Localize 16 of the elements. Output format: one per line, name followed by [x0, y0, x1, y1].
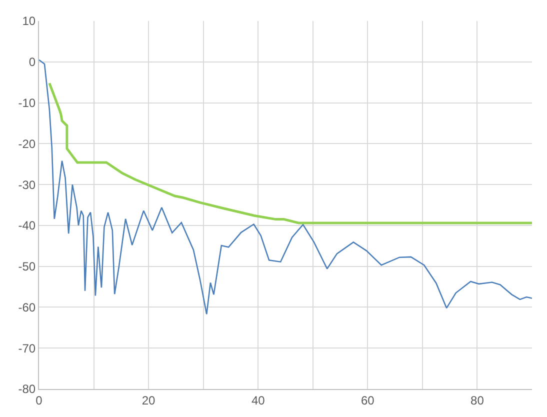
y-tick-label: -80 — [18, 382, 36, 396]
y-tick-label: -70 — [18, 341, 36, 356]
x-tick-label: 60 — [360, 393, 375, 408]
y-tick-label: 0 — [28, 55, 36, 70]
y-tick-label: -10 — [18, 96, 36, 110]
y-tick-label: -60 — [18, 300, 36, 314]
x-tick-label: 20 — [142, 393, 156, 408]
y-tick-label: -20 — [18, 136, 36, 151]
y-tick-label: -30 — [18, 178, 36, 192]
line-series — [48, 82, 532, 224]
line-series — [39, 59, 532, 315]
y-tick-label: -40 — [18, 218, 36, 233]
x-tick-label: 80 — [470, 393, 484, 408]
x-tick-label: 40 — [251, 393, 266, 408]
y-tick-label: -50 — [18, 260, 36, 274]
y-tick-label: 10 — [22, 14, 36, 28]
